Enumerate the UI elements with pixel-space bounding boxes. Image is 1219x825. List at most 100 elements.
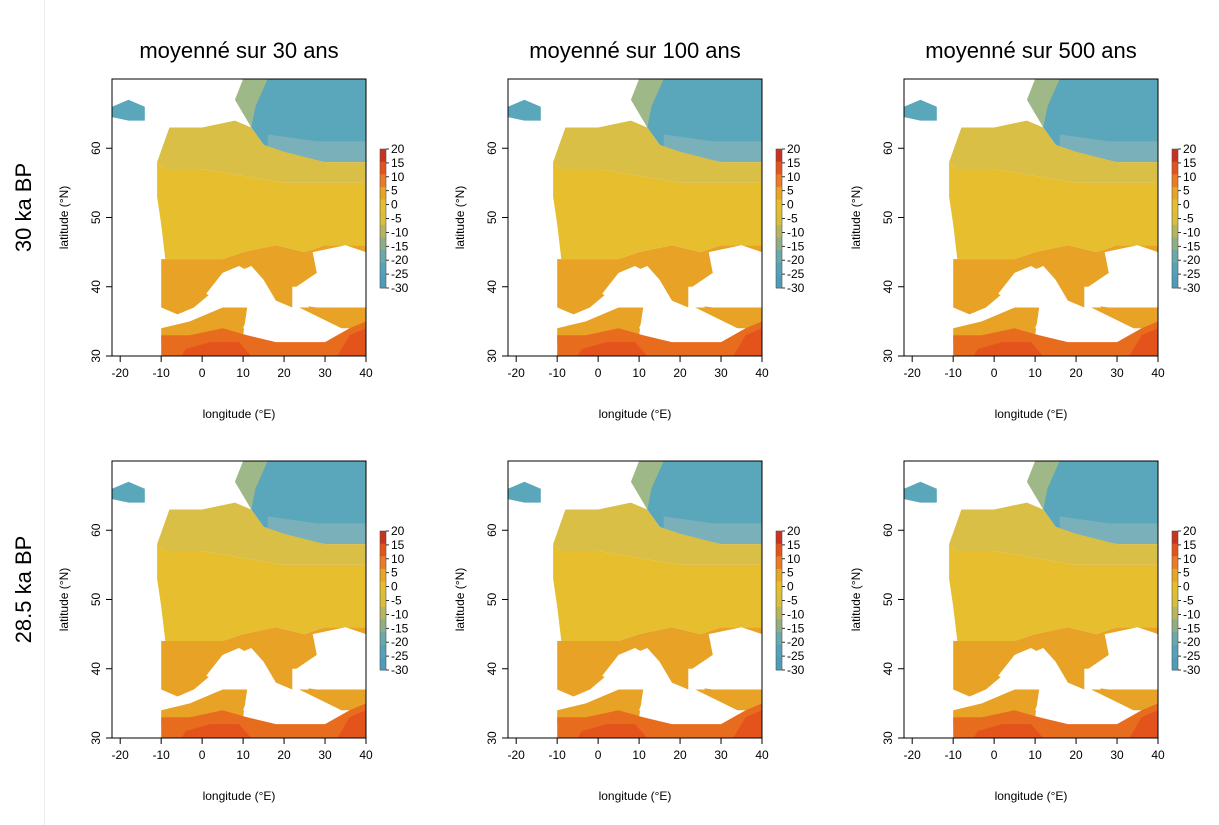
x-tick-label: -10 <box>548 366 566 380</box>
colorbar-tick-label: 15 <box>787 156 801 170</box>
y-tick-label: 40 <box>89 280 103 294</box>
temperature-region <box>553 544 762 641</box>
colorbar-swatch <box>1172 606 1178 620</box>
x-tick-label: 20 <box>277 748 291 762</box>
colorbar-tick-label: -5 <box>1183 212 1194 226</box>
y-tick-label: 30 <box>485 731 499 745</box>
colorbar-tick-label: -15 <box>1183 621 1201 635</box>
y-tick-label: 30 <box>89 731 103 745</box>
colorbar-tick-label: -25 <box>787 267 805 281</box>
land-field <box>112 461 366 738</box>
temperature-region <box>251 461 366 534</box>
land-field <box>112 79 366 356</box>
temperature-region <box>904 99 937 121</box>
y-tick-label: 50 <box>485 211 499 225</box>
land-field <box>508 461 762 738</box>
temperature-region <box>733 328 762 356</box>
x-tick-label: 0 <box>595 748 602 762</box>
colorbar-tick-label: 15 <box>391 156 405 170</box>
land-field <box>904 461 1158 738</box>
colorbar-tick-label: -10 <box>787 225 805 239</box>
temperature-region <box>553 502 762 565</box>
x-tick-label: -10 <box>944 366 962 380</box>
x-tick-label: -10 <box>944 748 962 762</box>
colorbar-swatch <box>1172 237 1178 251</box>
y-tick-label: 40 <box>485 280 499 294</box>
colorbar-tick-label: -10 <box>1183 607 1201 621</box>
colorbar-tick-label: 15 <box>391 538 405 552</box>
colorbar-swatch <box>380 199 386 213</box>
colorbar-tick-label: -10 <box>391 225 409 239</box>
colorbar-tick-label: 5 <box>1183 566 1190 580</box>
temperature-region <box>1084 686 1158 711</box>
y-tick-label: 40 <box>485 662 499 676</box>
y-tick-label: 30 <box>881 349 895 363</box>
colorbar-tick-label: -5 <box>787 212 798 226</box>
temperature-region <box>688 686 762 711</box>
x-tick-label: 40 <box>1151 366 1165 380</box>
temperature-region <box>508 481 541 503</box>
temperature-region <box>553 120 762 183</box>
temperature-region <box>1084 304 1158 329</box>
colorbar-tick-label: 0 <box>1183 580 1190 594</box>
colorbar-swatch <box>380 224 386 238</box>
colorbar-swatch <box>776 262 782 276</box>
colorbar-tick-label: -15 <box>1183 239 1201 253</box>
colorbar-swatch <box>776 212 782 226</box>
colorbar-swatch <box>1172 657 1178 671</box>
sea-area <box>206 648 268 690</box>
x-tick-label: 10 <box>236 366 250 380</box>
colorbar-swatch <box>380 644 386 658</box>
colorbar-tick-label: -10 <box>391 607 409 621</box>
colorbar-swatch <box>776 644 782 658</box>
x-tick-label: 0 <box>199 748 206 762</box>
sea-area <box>688 286 705 308</box>
sea-area <box>312 627 366 662</box>
temperature-region <box>949 120 1158 183</box>
colorbar-tick-label: 0 <box>391 198 398 212</box>
y-axis-label: latitude (°N) <box>453 186 467 250</box>
temperature-region <box>112 481 145 503</box>
x-tick-label: 0 <box>199 366 206 380</box>
colorbar-tick-label: -25 <box>391 649 409 663</box>
temperature-region <box>157 120 366 183</box>
y-tick-label: 60 <box>89 523 103 537</box>
colorbar-swatch <box>380 186 386 201</box>
colorbar-swatch <box>380 174 386 188</box>
colorbar-tick-label: -5 <box>787 594 798 608</box>
y-tick-label: 30 <box>485 349 499 363</box>
colorbar-tick-label: -25 <box>1183 267 1201 281</box>
colorbar-swatch <box>1172 644 1178 658</box>
x-tick-label: 30 <box>714 366 728 380</box>
colorbar-swatch <box>776 606 782 620</box>
colorbar-tick-label: 20 <box>1183 524 1197 538</box>
x-tick-label: 20 <box>1069 748 1083 762</box>
x-axis-label: longitude (°E) <box>203 407 276 421</box>
colorbar-swatch <box>380 581 386 595</box>
colorbar-tick-label: -10 <box>1183 225 1201 239</box>
colorbar-swatch <box>1172 275 1178 289</box>
sea-area <box>1104 245 1158 280</box>
y-tick-label: 40 <box>881 662 895 676</box>
colorbar-tick-label: -30 <box>787 281 805 295</box>
colorbar-tick-label: 10 <box>391 552 405 566</box>
colorbar-swatch <box>776 568 782 583</box>
x-tick-label: 30 <box>318 366 332 380</box>
colorbar-swatch <box>776 224 782 238</box>
temperature-region <box>1129 328 1158 356</box>
x-tick-label: 30 <box>1110 366 1124 380</box>
colorbar-swatch <box>1172 543 1178 557</box>
x-tick-label: 0 <box>991 748 998 762</box>
colorbar-swatch <box>380 212 386 226</box>
colorbar-tick-label: -20 <box>1183 635 1201 649</box>
temperature-region <box>181 724 252 738</box>
colorbar-tick-label: -25 <box>1183 649 1201 663</box>
sea-area <box>1104 627 1158 662</box>
sea-area <box>312 245 366 280</box>
temperature-region <box>157 502 366 565</box>
colorbar-swatch <box>1172 199 1178 213</box>
